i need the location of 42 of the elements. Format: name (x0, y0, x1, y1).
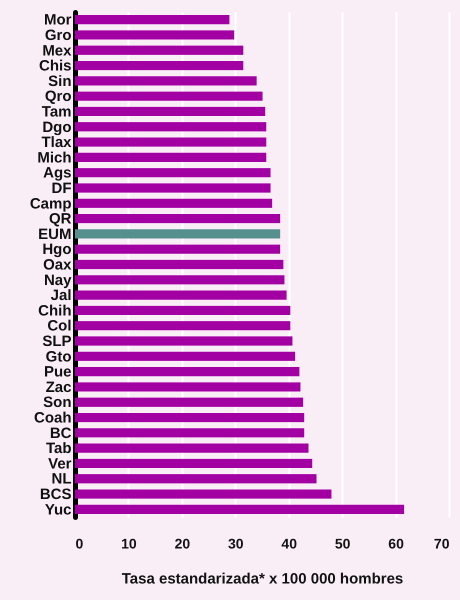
x-tick-label: 50 (334, 536, 351, 552)
y-tick-label: SLP (42, 333, 72, 350)
y-tick-label: BCS (40, 486, 72, 504)
y-tick-label: DF (52, 180, 72, 197)
y-tick-label: Tam (42, 103, 72, 120)
y-tick-label: Zac (46, 378, 72, 396)
y-tick-label: Tlax (41, 134, 72, 152)
y-tick-label: Nay (44, 272, 72, 289)
y-tick-label: Ver (48, 455, 72, 472)
y-tick-label: Ags (43, 164, 72, 182)
y-tick-label: Pue (44, 364, 72, 381)
y-tick-label: Tab (46, 440, 72, 458)
y-tick-label: Son (43, 394, 72, 412)
y-tick-label: BC (50, 424, 72, 442)
y-tick-label: Gro (44, 26, 72, 44)
x-axis-title: Tasa estandarizada* x 100 000 hombres (122, 570, 404, 588)
y-tick-label: Gto (46, 348, 72, 366)
y-tick-label: Camp (30, 195, 72, 212)
y-tick-label: Chih (38, 302, 72, 320)
y-tick-label: Chis (38, 58, 72, 75)
x-tick-label: 30 (228, 536, 244, 552)
y-tick-label: Sin (48, 72, 72, 90)
x-tick-label: 60 (388, 536, 404, 552)
x-tick-label: 0 (76, 536, 84, 552)
x-tick-label: 40 (281, 536, 298, 552)
x-tick-label: 70 (434, 536, 450, 552)
y-tick-label: Coah (34, 410, 72, 427)
y-tick-label: Jal (50, 287, 72, 304)
y-tick-label: Oax (43, 256, 72, 274)
y-tick-label: Yuc (44, 501, 72, 518)
x-tick-label: 20 (174, 536, 190, 552)
y-tick-label: NL (52, 470, 72, 488)
y-tick-label: Mich (37, 149, 72, 166)
y-tick-label: Mex (42, 42, 72, 60)
y-tick-label: Mor (44, 12, 72, 29)
y-tick-label: Qro (44, 88, 72, 106)
y-tick-label: Col (47, 318, 72, 335)
y-tick-label: QR (49, 210, 72, 228)
x-tick-label: 10 (121, 536, 137, 552)
y-tick-label: Dgo (42, 118, 72, 136)
y-tick-label: Hgo (42, 241, 72, 258)
y-tick-label: EUM (38, 226, 72, 243)
